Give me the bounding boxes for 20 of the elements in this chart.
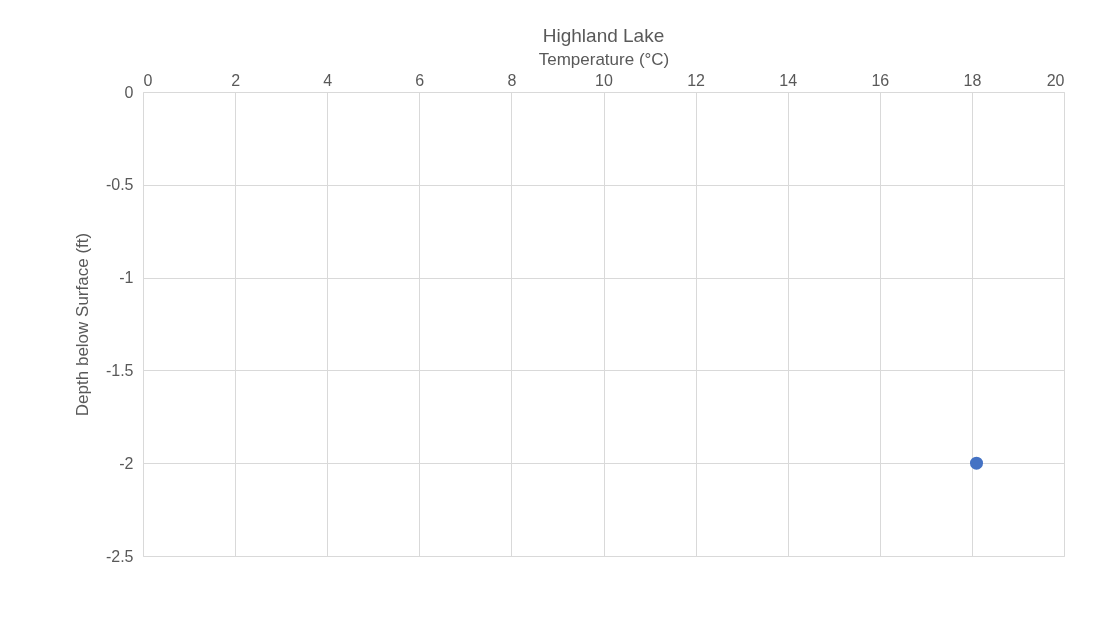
x-tick-label: 10 xyxy=(595,71,613,89)
x-tick-label: 2 xyxy=(231,71,241,89)
chart-title: Highland Lake xyxy=(542,25,665,46)
y-tick-label: -2 xyxy=(119,454,134,472)
x-tick-label: 18 xyxy=(963,71,982,89)
x-tick-label: 20 xyxy=(1046,71,1065,89)
x-tick-label: 6 xyxy=(415,71,425,89)
x-tick-label: 8 xyxy=(507,71,517,89)
x-tick-label: 0 xyxy=(143,71,153,89)
x-tick-label: 4 xyxy=(323,71,333,89)
x-axis-title: Temperature (°C) xyxy=(538,49,670,69)
y-tick-label: -1.5 xyxy=(105,361,134,379)
x-tick-label: 16 xyxy=(871,71,890,89)
x-tick-label: 14 xyxy=(779,71,798,89)
y-tick-label: -2.5 xyxy=(105,547,134,565)
y-axis-title: Depth below Surface (ft) xyxy=(72,232,92,417)
y-tick-label: -0.5 xyxy=(105,176,134,194)
y-tick-label: -1 xyxy=(119,269,134,287)
y-tick-label: 0 xyxy=(124,83,134,101)
x-tick-label: 12 xyxy=(687,71,706,89)
